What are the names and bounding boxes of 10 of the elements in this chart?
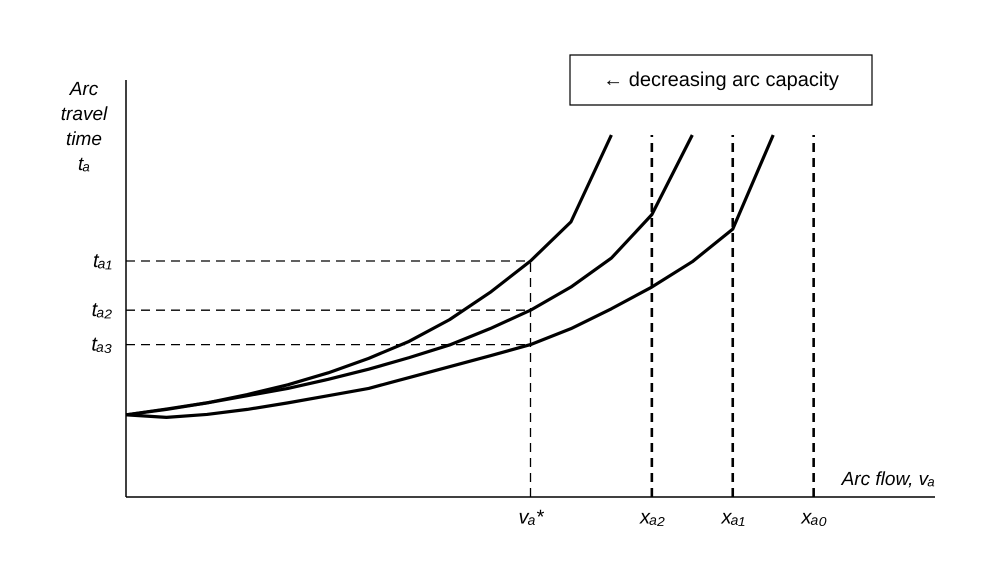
ref-line-label: tₐ₃ [91,334,112,356]
x-tick-label: vₐ* [518,506,545,528]
y-axis-title: Arc travel time tₐ [60,79,108,175]
x-axis-title: Arc flow, vₐ [840,469,936,490]
ref-line-label: tₐ₂ [92,299,112,322]
ref-line-label: tₐ₁ [92,250,112,272]
text: ← decreasing arc capacity [603,69,839,91]
x-tick-label: xₐ₀ [800,506,827,528]
x-tick-label: xₐ₁ [720,506,745,528]
x-tick-label: xₐ₂ [638,506,666,528]
